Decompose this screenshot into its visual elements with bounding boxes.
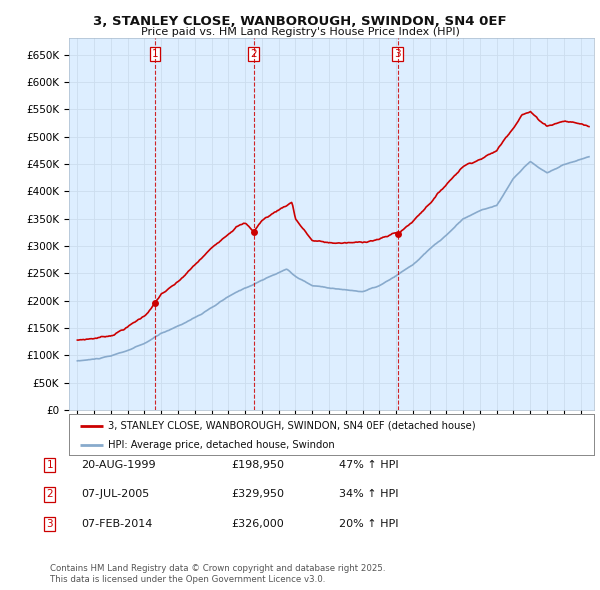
Text: 1: 1 bbox=[46, 460, 53, 470]
Text: 2: 2 bbox=[46, 490, 53, 499]
Text: Contains HM Land Registry data © Crown copyright and database right 2025.: Contains HM Land Registry data © Crown c… bbox=[50, 565, 385, 573]
Text: 07-JUL-2005: 07-JUL-2005 bbox=[81, 490, 149, 499]
Text: 2: 2 bbox=[250, 49, 257, 59]
Text: 20-AUG-1999: 20-AUG-1999 bbox=[81, 460, 155, 470]
Text: £326,000: £326,000 bbox=[231, 519, 284, 529]
Text: 07-FEB-2014: 07-FEB-2014 bbox=[81, 519, 152, 529]
Text: 1: 1 bbox=[152, 49, 158, 59]
Text: 3: 3 bbox=[394, 49, 401, 59]
Text: 20% ↑ HPI: 20% ↑ HPI bbox=[339, 519, 398, 529]
Text: 47% ↑ HPI: 47% ↑ HPI bbox=[339, 460, 398, 470]
Text: 3, STANLEY CLOSE, WANBOROUGH, SWINDON, SN4 0EF (detached house): 3, STANLEY CLOSE, WANBOROUGH, SWINDON, S… bbox=[109, 421, 476, 431]
Text: £198,950: £198,950 bbox=[231, 460, 284, 470]
Text: This data is licensed under the Open Government Licence v3.0.: This data is licensed under the Open Gov… bbox=[50, 575, 325, 584]
Text: HPI: Average price, detached house, Swindon: HPI: Average price, detached house, Swin… bbox=[109, 440, 335, 450]
Text: 34% ↑ HPI: 34% ↑ HPI bbox=[339, 490, 398, 499]
Text: 3: 3 bbox=[46, 519, 53, 529]
Text: Price paid vs. HM Land Registry's House Price Index (HPI): Price paid vs. HM Land Registry's House … bbox=[140, 27, 460, 37]
Text: £329,950: £329,950 bbox=[231, 490, 284, 499]
Text: 3, STANLEY CLOSE, WANBOROUGH, SWINDON, SN4 0EF: 3, STANLEY CLOSE, WANBOROUGH, SWINDON, S… bbox=[93, 15, 507, 28]
